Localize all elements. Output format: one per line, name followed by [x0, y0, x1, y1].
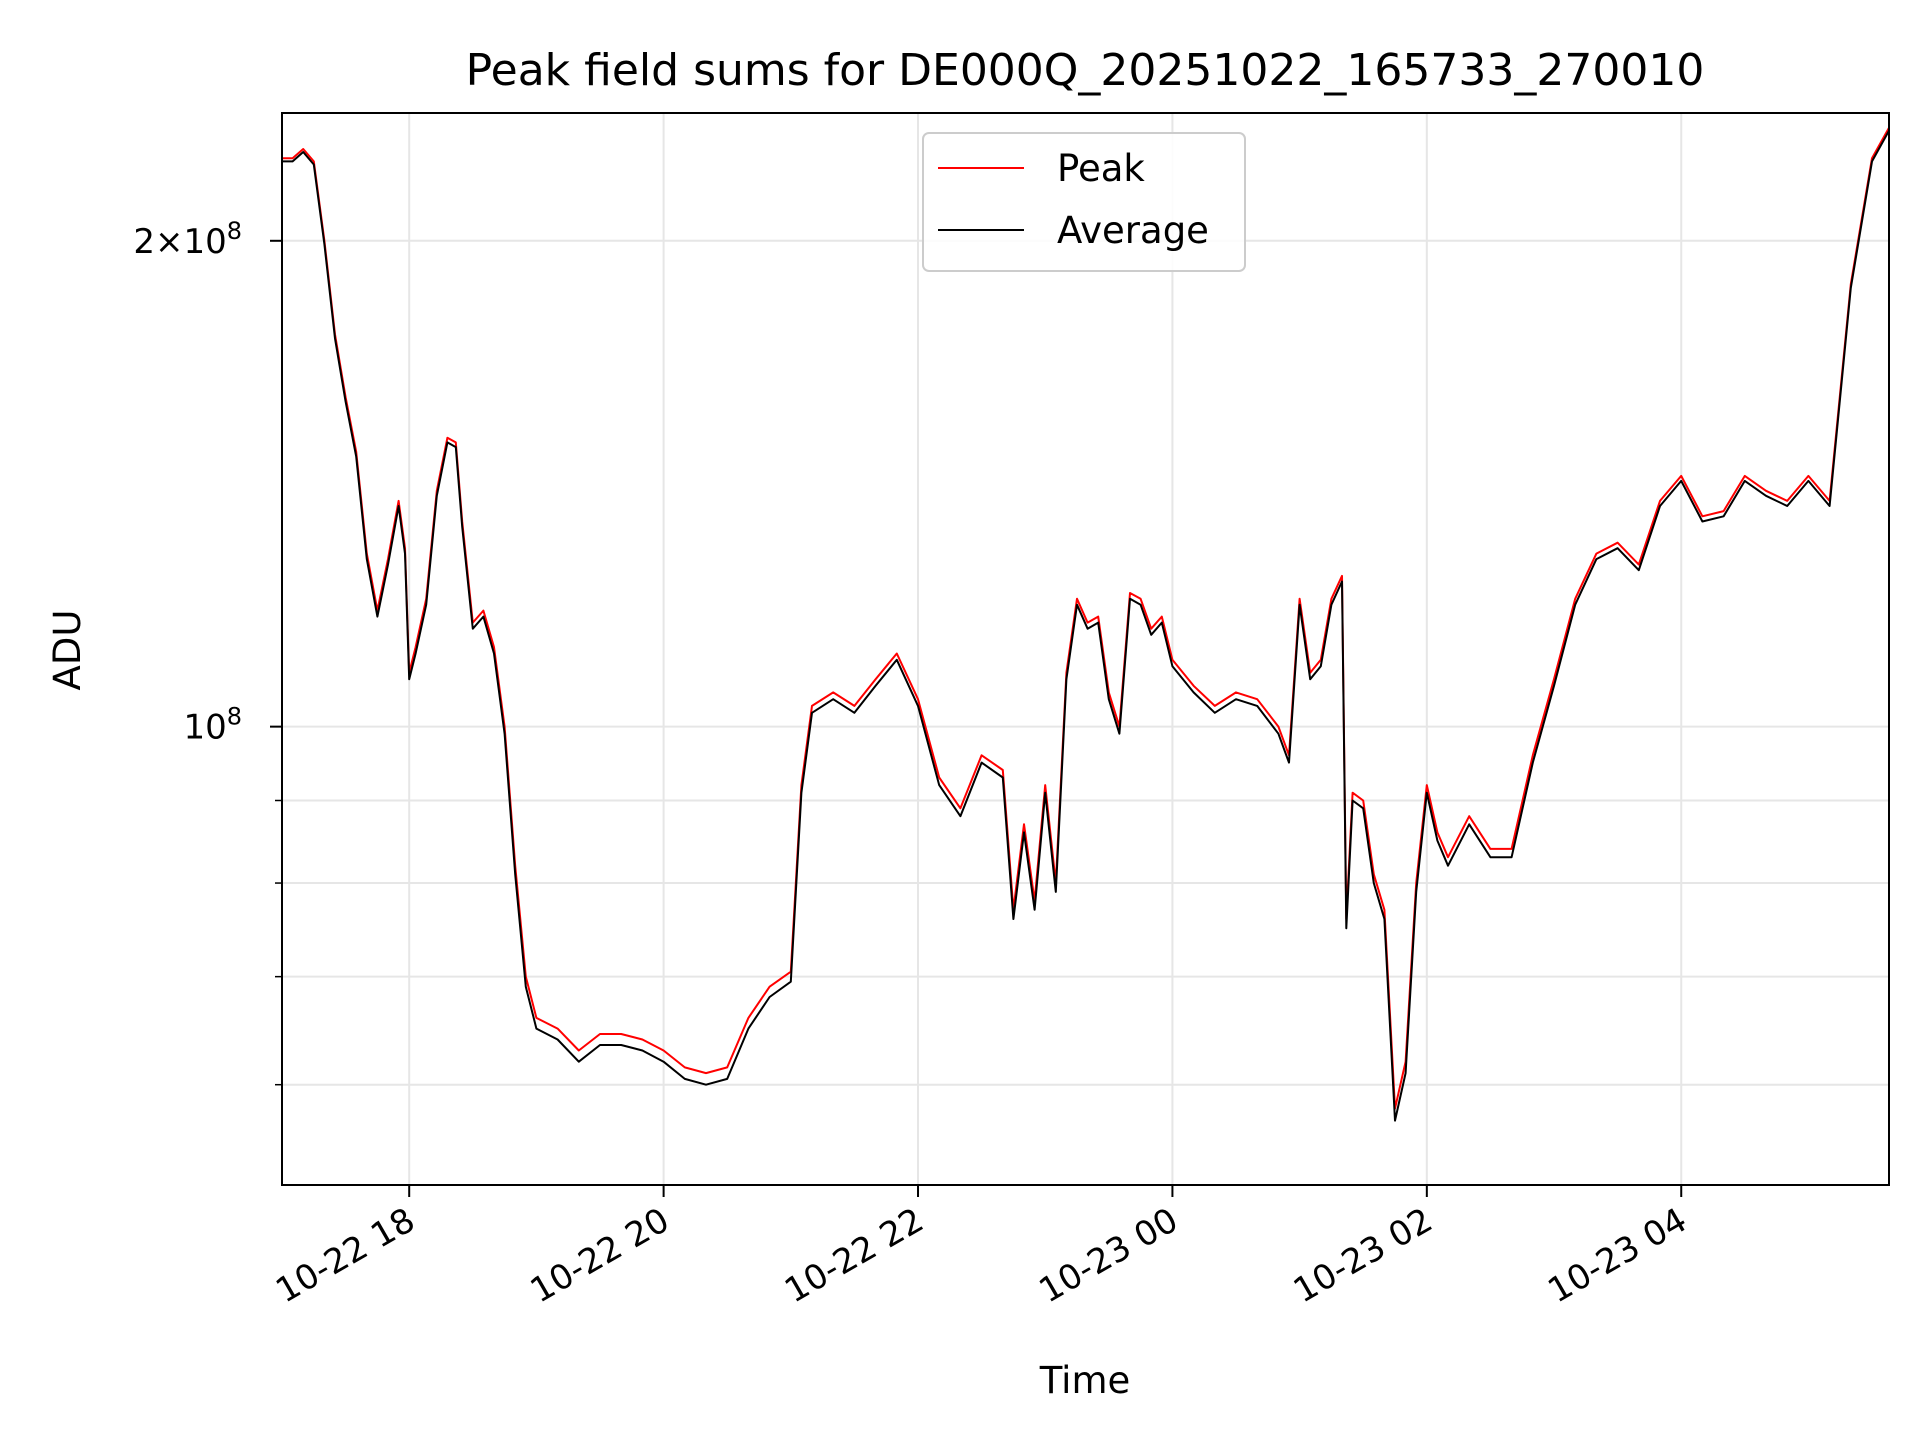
chart-title: Peak field sums for DE000Q_20251022_1657…	[466, 45, 1705, 96]
y-tick-label: 108	[183, 703, 242, 748]
series-line-average	[282, 130, 1890, 1122]
grid	[282, 113, 1889, 1185]
x-axis-title: Time	[1039, 1359, 1131, 1402]
legend-label-peak: Peak	[1057, 147, 1145, 190]
legend-label-average: Average	[1057, 209, 1209, 252]
plot-frame	[281, 112, 1890, 1186]
y-axis: 108 2×108	[133, 217, 282, 1086]
legend: Peak Average	[922, 132, 1246, 272]
y-tick-label: 2×108	[133, 217, 242, 262]
y-axis-title: ADU	[46, 610, 89, 691]
series-layer	[282, 127, 1890, 1122]
